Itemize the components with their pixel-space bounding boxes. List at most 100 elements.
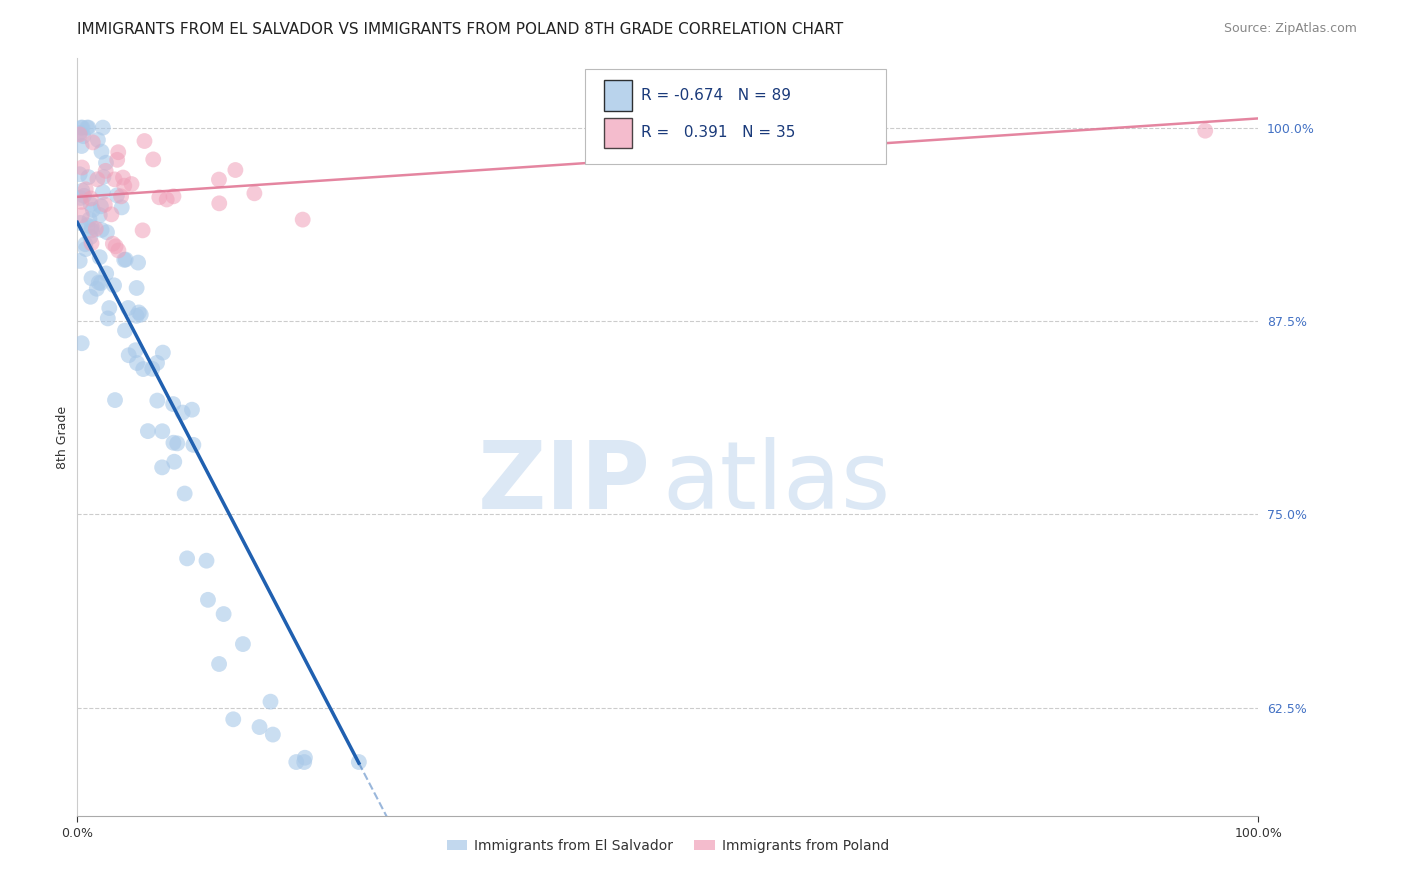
Point <box>96 225 118 239</box>
Y-axis label: 8th Grade: 8th Grade <box>56 406 69 468</box>
Point <box>162 435 184 450</box>
Point <box>125 356 148 370</box>
FancyBboxPatch shape <box>605 80 633 111</box>
Point <box>84 222 107 236</box>
FancyBboxPatch shape <box>605 118 633 148</box>
Point <box>125 281 148 295</box>
Point <box>100 207 122 221</box>
Point <box>93 169 115 184</box>
Point <box>232 637 254 651</box>
Point <box>76 120 98 135</box>
Point <box>86 282 108 296</box>
Point <box>141 361 163 376</box>
Point <box>285 755 308 769</box>
Point <box>172 406 194 420</box>
Point <box>112 178 135 193</box>
Point <box>118 348 141 362</box>
Point <box>114 252 136 267</box>
Point <box>197 592 219 607</box>
Point <box>90 145 112 159</box>
Point <box>77 120 100 135</box>
Point <box>76 219 98 233</box>
Point <box>79 197 101 211</box>
Point <box>94 197 117 211</box>
Point <box>166 436 188 450</box>
Point <box>208 172 231 186</box>
Point <box>110 189 132 203</box>
Point <box>181 402 204 417</box>
Point <box>107 145 129 160</box>
Point <box>176 551 198 566</box>
Point <box>291 212 314 227</box>
Point <box>104 393 127 408</box>
Text: Source: ZipAtlas.com: Source: ZipAtlas.com <box>1223 22 1357 36</box>
Point <box>294 750 316 764</box>
Point <box>156 193 179 207</box>
Point <box>80 223 103 237</box>
Point <box>105 153 128 167</box>
Point <box>163 455 186 469</box>
Point <box>121 177 143 191</box>
Point <box>70 161 93 175</box>
Point <box>150 424 173 438</box>
Point <box>224 163 246 178</box>
Point <box>90 199 112 213</box>
Point <box>152 345 174 359</box>
Point <box>94 164 117 178</box>
Point <box>72 120 94 135</box>
Point <box>69 167 91 181</box>
Point <box>150 460 173 475</box>
Point <box>262 728 284 742</box>
FancyBboxPatch shape <box>585 70 886 164</box>
Point <box>82 136 104 150</box>
Point <box>70 194 93 209</box>
Point <box>72 129 94 144</box>
Point <box>292 755 315 769</box>
Point <box>75 182 97 196</box>
Point <box>173 486 195 500</box>
Point <box>70 208 93 222</box>
Point <box>103 278 125 293</box>
Point <box>91 185 114 199</box>
Point <box>75 237 97 252</box>
Point <box>112 252 135 267</box>
Point <box>146 393 169 408</box>
Point <box>70 139 93 153</box>
Point <box>195 554 218 568</box>
Point <box>90 223 112 237</box>
Point <box>73 189 96 203</box>
Point <box>249 720 271 734</box>
Point <box>142 153 165 167</box>
Point <box>80 236 103 251</box>
Point <box>134 134 156 148</box>
Point <box>82 202 104 217</box>
Point <box>72 184 94 198</box>
Point <box>79 290 101 304</box>
Point <box>87 276 110 290</box>
Point <box>347 755 370 769</box>
Point <box>1194 124 1216 138</box>
Point <box>146 356 169 370</box>
Point <box>77 170 100 185</box>
Point <box>162 189 184 203</box>
Point <box>98 301 121 315</box>
Point <box>127 255 149 269</box>
Point <box>91 120 114 135</box>
Point <box>136 424 159 438</box>
Point <box>117 301 139 315</box>
Text: R =   0.391   N = 35: R = 0.391 N = 35 <box>641 126 794 140</box>
Point <box>79 230 101 244</box>
Point <box>131 223 153 237</box>
Text: R = -0.674   N = 89: R = -0.674 N = 89 <box>641 87 790 103</box>
Point <box>212 607 235 621</box>
Point <box>69 216 91 230</box>
Point <box>80 271 103 285</box>
Point <box>162 397 184 411</box>
Point <box>148 190 170 204</box>
Point <box>107 244 129 258</box>
Text: IMMIGRANTS FROM EL SALVADOR VS IMMIGRANTS FROM POLAND 8TH GRADE CORRELATION CHAR: IMMIGRANTS FROM EL SALVADOR VS IMMIGRANT… <box>77 22 844 37</box>
Point <box>87 133 110 147</box>
Point <box>86 172 108 186</box>
Point <box>208 196 231 211</box>
Point <box>69 254 91 268</box>
